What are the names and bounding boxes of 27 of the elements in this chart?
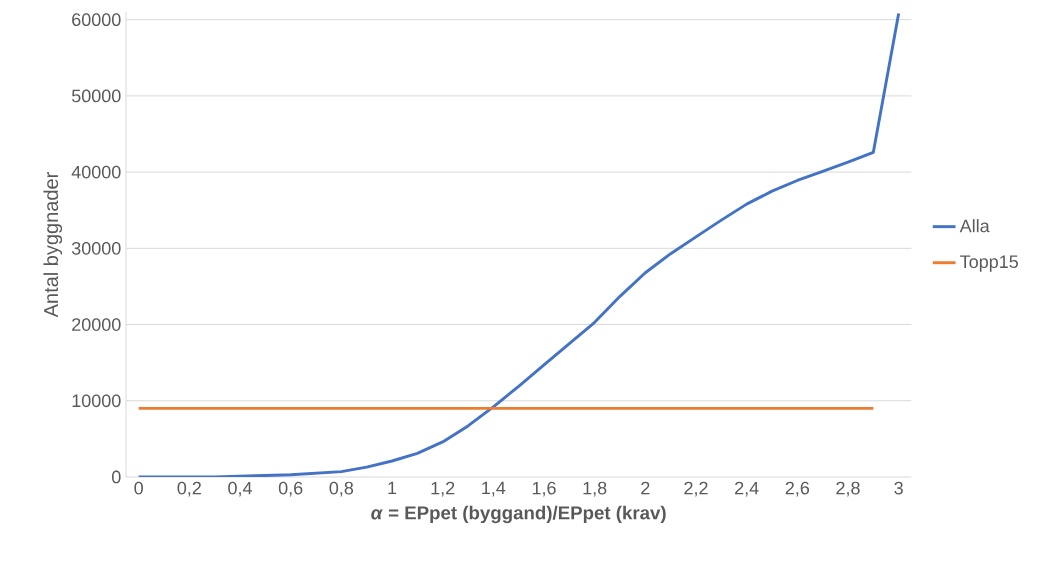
legend-label: Topp15 — [960, 255, 1018, 272]
x-tick-label: 2,8 — [836, 481, 860, 497]
y-tick-label: 30000 — [71, 241, 121, 255]
y-tick-label: 40000 — [71, 165, 121, 179]
y-tick-label: 60000 — [72, 13, 121, 27]
legend-label: Alla — [959, 219, 990, 233]
y-axis-title: Antal byggnader — [43, 172, 63, 318]
x-tick-label: 3 — [894, 481, 903, 495]
x-tick-label: 2,2 — [684, 481, 708, 497]
y-tick-label: 0 — [112, 470, 121, 484]
x-tick-label: 0,8 — [329, 481, 354, 497]
x-tick-label: 0,6 — [278, 481, 303, 497]
x-tick-label: 0 — [134, 481, 143, 495]
x-axis-title: α = EPpet (byggand)/EPpet (krav) — [371, 505, 666, 524]
x-tick-label: 1,6 — [532, 481, 556, 497]
x-tick-label: 2,4 — [735, 481, 759, 497]
y-tick-label: 50000 — [71, 89, 121, 103]
x-tick-label: 0,4 — [228, 481, 252, 497]
x-tick-label: 1,8 — [583, 481, 607, 497]
x-tick-label: 1,4 — [482, 481, 506, 497]
x-tick-label: 0,2 — [177, 481, 201, 497]
y-tick-label: 10000 — [72, 394, 121, 408]
y-tick-label: 20000 — [72, 318, 121, 331]
x-tick-label: 2 — [641, 481, 650, 495]
x-tick-label: 1 — [388, 481, 397, 495]
x-tick-label: 1,2 — [431, 481, 455, 497]
x-tick-label: 2,6 — [785, 481, 810, 497]
